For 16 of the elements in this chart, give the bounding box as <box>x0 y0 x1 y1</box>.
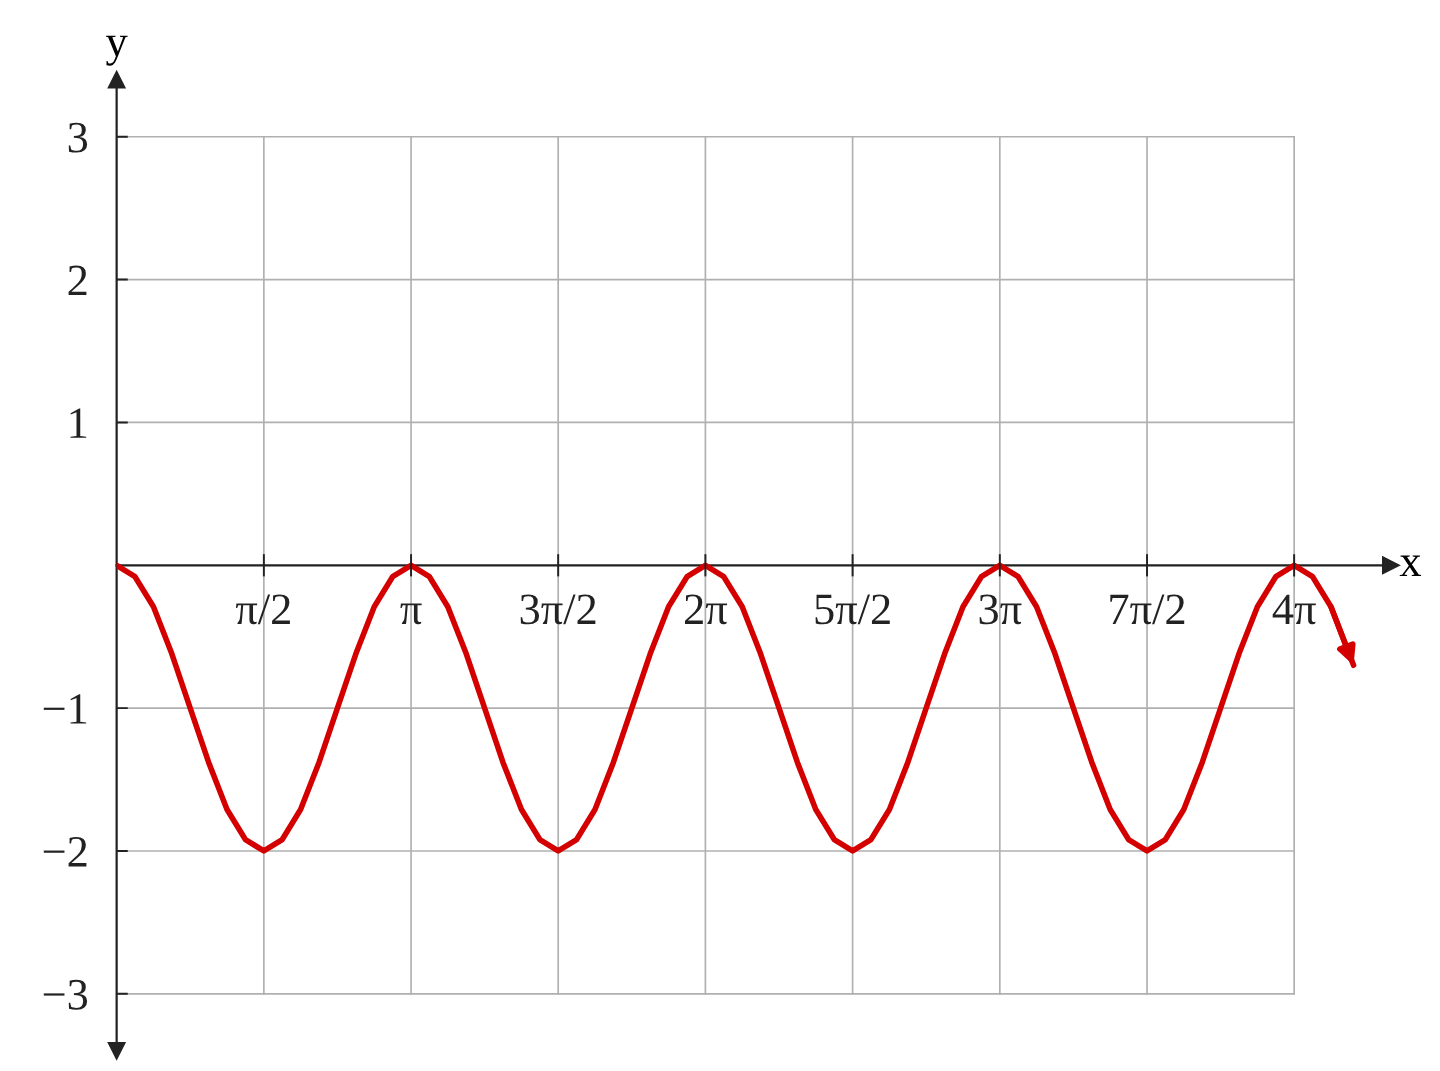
y-tick-label: −3 <box>43 979 88 1010</box>
y-tick-label: 3 <box>68 122 88 153</box>
x-tick-label: 7π/2 <box>1110 594 1185 625</box>
x-tick-label: 5π/2 <box>815 594 890 625</box>
y-axis-title: y <box>106 35 128 66</box>
x-tick-label: 4π <box>1272 594 1316 625</box>
x-tick-label: 2π <box>685 594 728 625</box>
y-tick-label: 2 <box>68 265 87 295</box>
x-tick-label: 3π <box>979 594 1022 625</box>
x-tick-label: 3π/2 <box>520 594 596 625</box>
x-axis-title: x <box>1399 555 1422 576</box>
y-tick-label: −2 <box>43 836 87 867</box>
y-tick-label: −1 <box>43 694 87 724</box>
y-tick-label: 1 <box>70 408 87 438</box>
x-tick-label: π <box>400 603 422 625</box>
x-tick-label: π/2 <box>235 594 290 625</box>
